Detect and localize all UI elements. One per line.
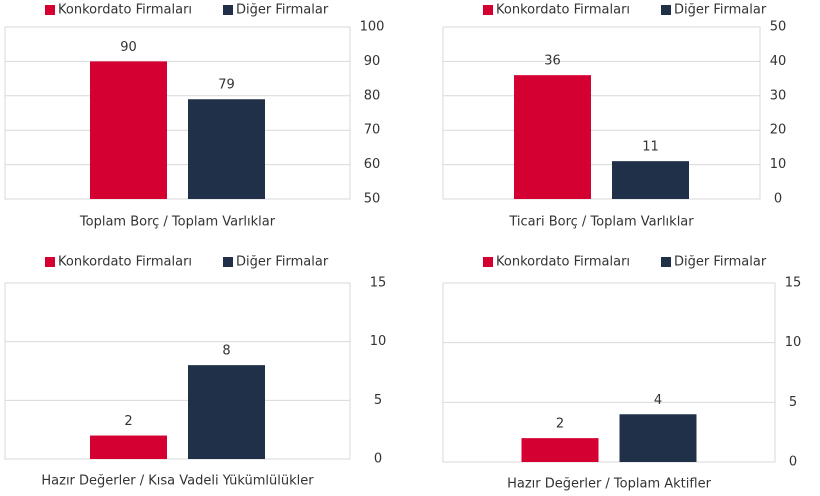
y-tick-label: 20 [770, 123, 787, 138]
legend-label: Konkordato Firmaları [58, 3, 192, 18]
data-label: 11 [642, 140, 659, 155]
data-label: 90 [120, 40, 137, 55]
legend-swatch [223, 257, 233, 267]
y-tick-label: 70 [364, 123, 381, 138]
legend-label: Diğer Firmalar [674, 255, 767, 270]
legend-label: Konkordato Firmaları [496, 3, 630, 18]
legend-label: Diğer Firmalar [236, 255, 329, 270]
y-tick-label: 90 [364, 54, 381, 69]
y-tick-label: 0 [374, 452, 382, 467]
data-label: 2 [556, 417, 564, 432]
y-tick-label: 0 [774, 192, 782, 207]
y-tick-label: 10 [785, 335, 802, 350]
y-tick-label: 50 [770, 20, 787, 35]
plot-area [442, 282, 776, 463]
bar [90, 61, 167, 200]
legend-label: Konkordato Firmaları [58, 255, 192, 270]
category-label: Hazır Değerler / Toplam Aktifler [507, 477, 711, 492]
y-tick-label: 15 [785, 276, 802, 291]
legend-label: Diğer Firmalar [674, 3, 767, 18]
bar [188, 99, 265, 199]
category-label: Toplam Borç / Toplam Varlıklar [79, 215, 276, 230]
y-tick-label: 10 [770, 157, 787, 172]
y-tick-label: 80 [364, 88, 381, 103]
y-tick-label: 0 [789, 455, 797, 470]
y-tick-label: 5 [789, 395, 797, 410]
bar [619, 414, 697, 462]
legend-label: Diğer Firmalar [236, 3, 329, 18]
data-label: 79 [218, 78, 235, 93]
bar [612, 161, 689, 199]
bar [521, 438, 599, 462]
legend-swatch [483, 257, 493, 267]
y-tick-label: 60 [364, 157, 381, 172]
bar [514, 75, 591, 199]
data-label: 4 [654, 393, 662, 408]
category-label: Ticari Borç / Toplam Varlıklar [508, 215, 694, 230]
data-label: 36 [544, 54, 561, 69]
legend-swatch [661, 257, 671, 267]
y-tick-label: 40 [770, 54, 787, 69]
category-label: Hazır Değerler / Kısa Vadeli Yükümlülükl… [41, 474, 314, 489]
bar [188, 365, 265, 459]
data-label: 8 [222, 344, 230, 359]
y-tick-label: 30 [770, 88, 787, 103]
y-tick-label: 15 [370, 276, 387, 291]
y-tick-label: 50 [364, 192, 381, 207]
legend-swatch [483, 5, 493, 15]
plot-area [4, 282, 351, 460]
data-label: 2 [124, 414, 132, 429]
legend-label: Konkordato Firmaları [496, 255, 630, 270]
plot-area [442, 26, 761, 200]
plot-area [4, 26, 351, 200]
legend-swatch [223, 5, 233, 15]
y-tick-label: 5 [374, 393, 382, 408]
y-tick-label: 100 [360, 20, 385, 35]
bar [90, 435, 167, 459]
legend-swatch [661, 5, 671, 15]
legend-swatch [45, 5, 55, 15]
legend-swatch [45, 257, 55, 267]
y-tick-label: 10 [370, 334, 387, 349]
